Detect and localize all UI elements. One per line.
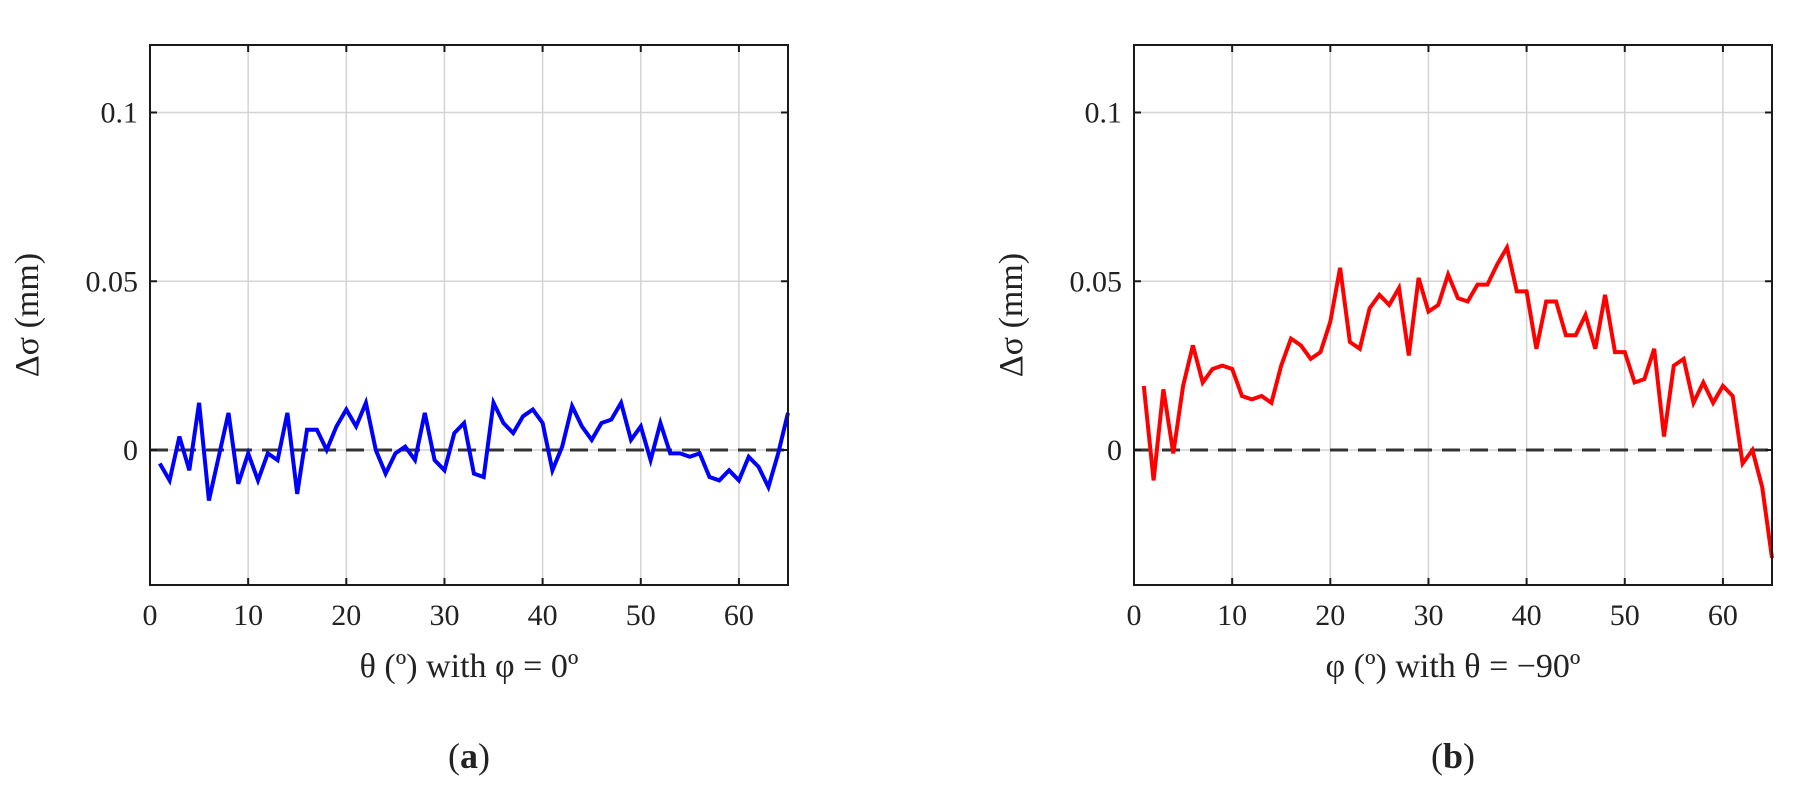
x-axis-label: φ (º) with θ = −90º (1326, 648, 1581, 685)
x-tick-label: 10 (1217, 599, 1247, 632)
data-series-line (1141, 242, 1774, 559)
x-tick-label: 60 (724, 599, 754, 632)
x-tick-label: 50 (1610, 599, 1640, 632)
x-tick-label: 30 (429, 599, 459, 632)
x-tick-label: 0 (143, 599, 158, 632)
x-tick-label: 20 (1315, 599, 1345, 632)
x-tick-label: 60 (1708, 599, 1738, 632)
y-tick-label: 0.1 (101, 97, 139, 130)
y-tick-label: 0 (1107, 434, 1122, 467)
data-series-line (158, 395, 790, 502)
plot-frame (1133, 44, 1773, 586)
x-tick-label: 40 (1512, 599, 1542, 632)
panel-label-b: (b) (1431, 736, 1475, 776)
x-tick-label: 50 (626, 599, 656, 632)
y-axis-label: Δσ (mm) (993, 253, 1030, 377)
plot-frame (149, 44, 789, 586)
y-tick-label: 0.1 (1085, 97, 1123, 130)
y-axis-label: Δσ (mm) (9, 253, 46, 377)
x-tick-label: 30 (1413, 599, 1443, 632)
chart-panel-a: 0 10 20 30 40 50 60 0 0.05 0.1 θ (º) with φ = 0º Δσ… (9, 44, 790, 776)
x-tick-label: 0 (1127, 599, 1142, 632)
x-axis-label: θ (º) with φ = 0º (360, 648, 579, 685)
y-tick-label: 0.05 (1070, 265, 1123, 298)
y-tick-label: 0.05 (86, 265, 139, 298)
chart-panel-b: 0 10 20 30 40 50 60 0 0.05 0.1 φ (º) with θ = −90º… (993, 44, 1774, 776)
panel-label-a: (a) (448, 736, 490, 776)
y-tick-label: 0 (123, 434, 138, 467)
x-tick-label: 20 (331, 599, 361, 632)
x-tick-label: 10 (233, 599, 263, 632)
x-tick-label: 40 (528, 599, 558, 632)
